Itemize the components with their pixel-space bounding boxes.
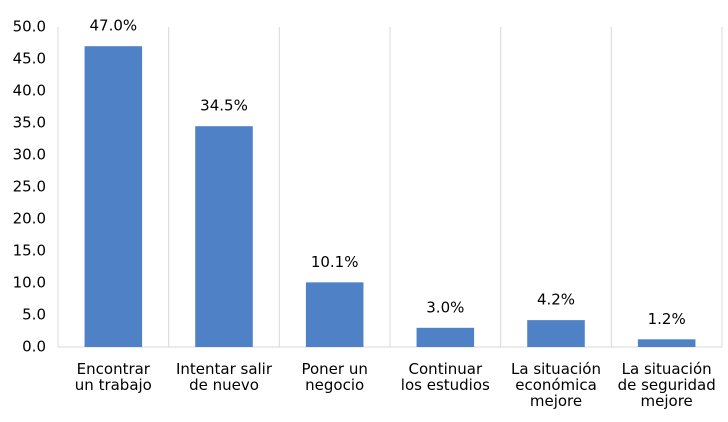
y-tick-label: 0.0 <box>22 338 46 356</box>
y-tick-label: 50.0 <box>13 18 46 36</box>
y-tick-label: 30.0 <box>13 146 46 164</box>
y-tick-label: 5.0 <box>22 306 46 324</box>
data-label: 34.5% <box>200 97 248 115</box>
data-label: 4.2% <box>537 291 575 309</box>
x-tick-label: Continuar los estudios <box>401 360 490 394</box>
data-label: 10.1% <box>311 253 359 271</box>
x-tick-label: La situación económica mejore <box>511 360 601 410</box>
y-tick-label: 35.0 <box>13 114 46 132</box>
y-tick-label: 10.0 <box>13 274 46 292</box>
y-tick-label: 45.0 <box>13 50 46 68</box>
bar <box>305 282 364 347</box>
bar <box>195 126 253 347</box>
x-tick-label: La situación de seguridad mejore <box>618 360 716 410</box>
bar <box>637 339 696 347</box>
bar <box>416 327 475 347</box>
data-label: 1.2% <box>648 310 686 328</box>
bar <box>84 46 143 347</box>
x-tick-label: Poner un negocio <box>301 360 367 394</box>
y-tick-label: 20.0 <box>13 210 46 228</box>
y-tick-label: 15.0 <box>13 242 46 260</box>
data-label: 3.0% <box>426 298 464 316</box>
y-tick-label: 40.0 <box>13 82 46 100</box>
bar <box>527 320 585 347</box>
data-label: 47.0% <box>90 17 138 35</box>
x-tick-label: Intentar salir de nuevo <box>176 360 273 394</box>
y-tick-label: 25.0 <box>13 178 46 196</box>
x-tick-label: Encontrar un trabajo <box>75 360 152 394</box>
